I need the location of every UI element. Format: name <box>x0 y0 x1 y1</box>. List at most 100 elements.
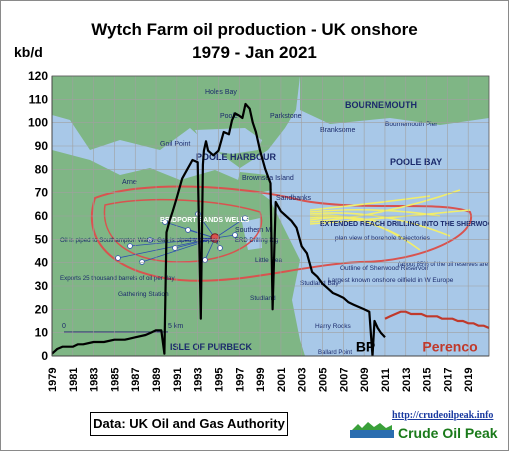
map-gathering-station-marker <box>210 233 220 243</box>
x-tick-label: 1989 <box>151 368 163 392</box>
map-label-scale-0: 0 <box>62 323 66 330</box>
map-well-trajectory <box>197 213 216 239</box>
map-labels: Holes Bay Poole Parkstone Branksome BOURNEMO… <box>60 89 509 356</box>
map-well-trajectory <box>174 237 216 249</box>
x-tick-label: 2013 <box>401 368 413 392</box>
map-label-parkstone: Parkstone <box>270 113 302 120</box>
map-label-extended-reach: EXTENDED REACH DRILLING INTO THE SHERWOO… <box>320 221 509 228</box>
map-erd-trajectory <box>309 216 401 237</box>
map-well-marker <box>242 215 248 221</box>
map-label-bournemouth-pier: Bournemouth Pier <box>385 121 438 128</box>
y-tick-label: 120 <box>28 69 48 83</box>
crude-oil-peak-logo <box>350 422 394 438</box>
map-land-purbeck <box>52 150 305 356</box>
map-label-poole: Poole <box>220 113 238 120</box>
map-label-isle-of-purbeck: ISLE OF PURBECK <box>170 342 253 352</box>
annotations: BP Perenco <box>356 338 478 354</box>
map-label-gathering-station: Gathering Station <box>118 291 169 298</box>
x-tick-label: 2017 <box>442 368 454 392</box>
map-label-bridport-sands: BRIDPORT SANDS WELLS <box>160 217 250 224</box>
map-well-marker <box>172 245 178 251</box>
map-label-little-sea: Little Sea <box>255 257 282 264</box>
x-tick-label: 2007 <box>338 368 350 392</box>
map-poole-harbour-water <box>195 128 262 154</box>
series-line-bp <box>52 102 386 356</box>
map-little-sea <box>242 218 262 250</box>
x-tick-label: 2015 <box>422 368 434 392</box>
annotation-perenco: Perenco <box>422 338 477 354</box>
map-label-holes-bay: Holes Bay <box>205 89 237 96</box>
map-well-marker <box>232 232 238 238</box>
map-label-branksome: Branksome <box>320 127 356 134</box>
map-label-harry-rocks: Harry Rocks <box>315 323 352 330</box>
chart-subtitle: 1979 - Jan 2021 <box>192 43 317 62</box>
map-erd-trajectory <box>309 212 451 237</box>
map-label-largest-onshore: Largest known onshore oilfield in W Euro… <box>328 277 454 284</box>
map-well-trajectory <box>214 217 246 239</box>
source-url-link[interactable]: http://crudeoilpeak.info <box>392 410 494 421</box>
x-tick-label: 1981 <box>68 368 80 392</box>
map-label-gathering-station-top: ERD Drilling Rig <box>235 238 278 244</box>
y-tick-label: 40 <box>35 256 49 270</box>
map-label-scale-5km: 5 km <box>168 323 183 330</box>
map-land-bournemouth <box>300 76 489 125</box>
map-label-poole-bay: POOLE BAY <box>390 157 442 167</box>
map-well-trajectory <box>149 237 216 241</box>
axes <box>51 75 490 357</box>
chart-title: Wytch Farm oil production - UK onshore <box>91 20 418 39</box>
map-label-ballard-point: Ballard Point <box>318 350 352 356</box>
y-tick-label: 0 <box>41 349 48 363</box>
map-well-marker <box>202 257 208 263</box>
map-label-poole-harbour: POOLE HARBOUR <box>196 152 277 162</box>
x-tick-label: 1999 <box>255 368 267 392</box>
map-label-southern-m: Southern M <box>235 227 271 234</box>
map-label-plan-view: plan view of borehole trajectories <box>335 235 431 242</box>
map-well-marker <box>139 259 145 265</box>
y-tick-label: 90 <box>35 139 49 153</box>
map-label-about-85: (about 85% of the oil reserves are in th… <box>398 262 509 268</box>
y-tick-label: 100 <box>28 116 48 130</box>
x-tick-label: 1997 <box>234 368 246 392</box>
y-tick-label: 50 <box>35 232 49 246</box>
y-tick-label: 30 <box>35 279 49 293</box>
x-tick-label: 2019 <box>463 368 475 392</box>
y-tick-label: 70 <box>35 186 49 200</box>
y-tick-label: 10 <box>35 326 49 340</box>
map-well-marker <box>162 219 168 225</box>
x-tick-label: 1987 <box>130 368 142 392</box>
map-label-sandbanks: Sandbanks <box>276 195 312 202</box>
map-well-marker <box>185 227 191 233</box>
plot-border <box>51 75 490 357</box>
x-tick-labels: 1979 1981 1983 1985 1987 1989 1991 1993 1995 1997… <box>47 368 475 392</box>
map-well-marker <box>127 243 133 249</box>
y-tick-label: 60 <box>35 209 49 223</box>
x-tick-label: 1991 <box>172 368 184 392</box>
y-tick-labels: 0 10 20 30 40 50 60 70 80 90 100 110 120 <box>28 69 48 363</box>
y-tick-label: 20 <box>35 302 49 316</box>
map-well-marker <box>147 237 153 243</box>
map-well-marker <box>217 245 223 251</box>
map-label-exports: Exports 25 thousand barrels of oil per d… <box>60 275 175 282</box>
data-source-box: Data: UK Oil and Gas Authority <box>90 412 288 436</box>
map-label-arne: Arne <box>122 179 137 186</box>
series-layer <box>52 102 489 356</box>
x-tick-label: 2011 <box>380 368 392 392</box>
map-label-oil-piped: Oil is piped to Southampton Water. Gas i… <box>60 237 221 244</box>
x-tick-label: 2009 <box>359 368 371 392</box>
x-tick-label: 1983 <box>89 368 101 392</box>
x-tick-label: 1993 <box>193 368 205 392</box>
x-tick-label: 2003 <box>297 368 309 392</box>
x-tick-label: 1985 <box>109 368 121 392</box>
x-tick-label: 1995 <box>213 368 225 392</box>
y-axis-unit-label: kb/d <box>14 44 43 60</box>
brand-name: Crude Oil Peak <box>398 425 498 441</box>
x-tick-label: 2005 <box>318 368 330 392</box>
map-label-studland-bay: Studland Bay <box>300 280 339 287</box>
y-tick-label: 110 <box>29 92 49 106</box>
map-label-goil-point: Goil Point <box>160 141 190 148</box>
map-erd-trajectory <box>309 209 471 225</box>
map-well-marker <box>115 255 121 261</box>
annotation-bp: BP <box>356 338 375 354</box>
x-tick-label: 2001 <box>276 368 288 392</box>
